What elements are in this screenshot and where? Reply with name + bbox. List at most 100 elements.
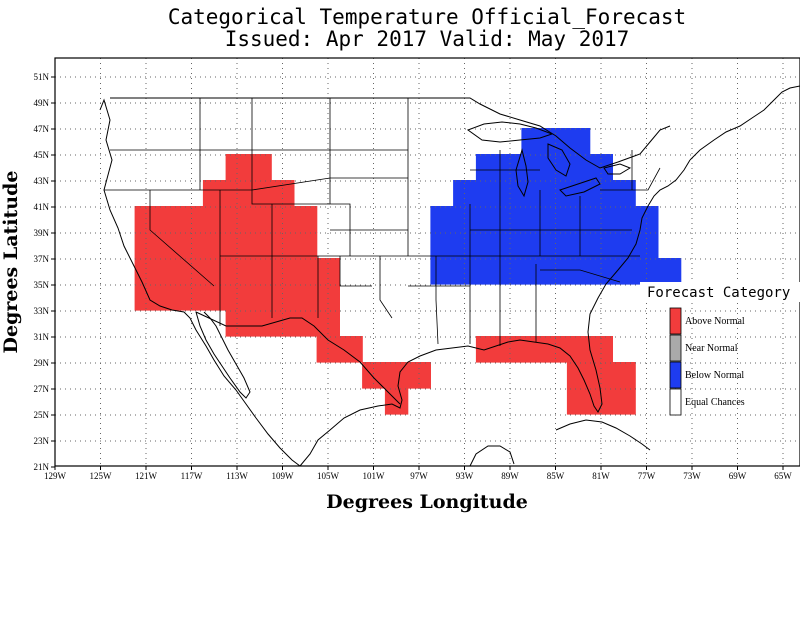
above-normal-cell	[248, 258, 272, 285]
above-normal-cell	[612, 362, 636, 389]
above-normal-cell	[589, 362, 613, 389]
above-normal-cell	[316, 284, 340, 311]
longitude-tick-label: 117W	[181, 471, 203, 481]
below-normal-cell	[521, 206, 545, 233]
latitude-tick-label: 45N	[34, 150, 50, 160]
y-axis-label: Degrees Latitude	[0, 171, 22, 354]
longitude-tick-label: 105W	[317, 471, 340, 481]
below-normal-cell	[453, 232, 477, 259]
below-normal-cell	[498, 154, 522, 181]
latitude-tick-label: 29N	[34, 358, 50, 368]
below-normal-cell	[635, 258, 659, 285]
above-normal-cell	[566, 362, 591, 389]
below-normal-cell	[430, 232, 454, 259]
above-normal-cell	[498, 336, 522, 363]
legend-swatch	[669, 334, 682, 362]
below-normal-cell	[475, 154, 500, 181]
pacific-coastline	[99, 98, 301, 467]
latitude-tick-label: 39N	[34, 228, 50, 238]
above-normal-cell	[134, 258, 158, 285]
above-normal-cell	[248, 154, 272, 181]
below-normal-cell	[589, 206, 613, 233]
latitude-tick-label: 31N	[34, 332, 50, 342]
below-normal-cell	[544, 258, 568, 285]
below-normal-cell	[521, 258, 545, 285]
above-normal-cell	[134, 232, 158, 259]
longitude-tick-label: 113W	[226, 471, 248, 481]
below-normal-cell	[612, 258, 636, 285]
atlantic-northeast	[689, 85, 800, 161]
above-normal-cell	[202, 180, 227, 207]
longitude-tick-label: 93W	[456, 471, 474, 481]
above-normal-cell	[544, 336, 568, 363]
below-normal-cell	[612, 206, 636, 233]
legend-swatch	[669, 361, 682, 389]
above-normal-cell	[271, 258, 295, 285]
below-normal-cell	[566, 206, 591, 233]
latitude-tick-label: 51N	[34, 72, 50, 82]
above-normal-cell	[225, 284, 249, 311]
below-normal-cell	[612, 232, 636, 259]
latitude-tick-label: 21N	[34, 462, 50, 472]
above-normal-cell	[157, 284, 181, 311]
legend-swatch	[669, 307, 682, 335]
longitude-tick-label: 129W	[44, 471, 67, 481]
above-normal-cell	[180, 258, 204, 285]
longitude-tick-label: 89W	[501, 471, 519, 481]
legend-label: Below Normal	[685, 370, 744, 381]
yucatan-coast	[469, 445, 515, 467]
above-normal-cell	[225, 258, 249, 285]
below-normal-cell	[430, 206, 454, 233]
above-normal-cell	[248, 284, 272, 311]
longitude-tick-labels: 129W 125W 121W 117W 113W 109W 105W 101W 97W 93W 89…	[44, 466, 792, 481]
above-normal-cell	[202, 258, 227, 285]
latitude-tick-label: 35N	[34, 280, 50, 290]
latitude-tick-label: 25N	[34, 410, 50, 420]
above-normal-cell	[271, 206, 295, 233]
latitude-tick-labels: 51N 49N 47N 45N 43N 41N 39N 37N 35N 33N 31N 29N 27N 2…	[34, 72, 55, 472]
longitude-tick-label: 69W	[729, 471, 747, 481]
above-normal-cell	[248, 310, 272, 337]
above-normal-cell	[521, 336, 545, 363]
below-normal-cell	[566, 258, 591, 285]
lake-ontario	[603, 163, 632, 175]
longitude-tick-label: 125W	[90, 471, 113, 481]
legend: Forecast Category Above Normal Near Norma…	[640, 282, 800, 416]
above-normal-cell	[293, 284, 318, 311]
above-normal-cell	[134, 284, 158, 311]
above-normal-cell	[407, 362, 431, 389]
longitude-tick-label: 121W	[135, 471, 158, 481]
legend-title-bg	[640, 282, 800, 302]
below-normal-cell	[544, 206, 568, 233]
above-normal-cell	[180, 284, 204, 311]
below-normal-cell	[589, 232, 613, 259]
below-normal-cell	[498, 232, 522, 259]
legend-label: Near Normal	[685, 343, 738, 354]
baja-coastline	[195, 311, 251, 399]
above-normal-cell	[180, 206, 204, 233]
us-canada-border	[110, 97, 671, 169]
latitude-tick-label: 47N	[34, 124, 50, 134]
legend-swatch	[669, 388, 682, 416]
below-normal-cell	[635, 232, 659, 259]
above-normal-cell	[612, 388, 636, 415]
above-normal-cell	[362, 362, 386, 389]
longitude-tick-label: 97W	[410, 471, 428, 481]
above-normal-cell	[202, 232, 227, 259]
above-normal-cell	[293, 232, 318, 259]
latitude-tick-label: 23N	[34, 436, 50, 446]
below-normal-cell	[521, 128, 545, 155]
lake-huron	[547, 143, 571, 177]
x-axis-label: Degrees Longitude	[326, 491, 528, 513]
above-normal-cell	[157, 206, 181, 233]
latitude-tick-label: 41N	[34, 202, 50, 212]
political-boundaries	[104, 97, 671, 405]
latitude-tick-label: 27N	[34, 384, 50, 394]
above-normal-cell	[225, 154, 249, 181]
below-normal-cell	[475, 232, 500, 259]
above-normal-cell	[293, 310, 318, 337]
us-mexico-border	[195, 311, 401, 405]
longitude-tick-label: 73W	[683, 471, 701, 481]
above-normal-cell	[157, 258, 181, 285]
